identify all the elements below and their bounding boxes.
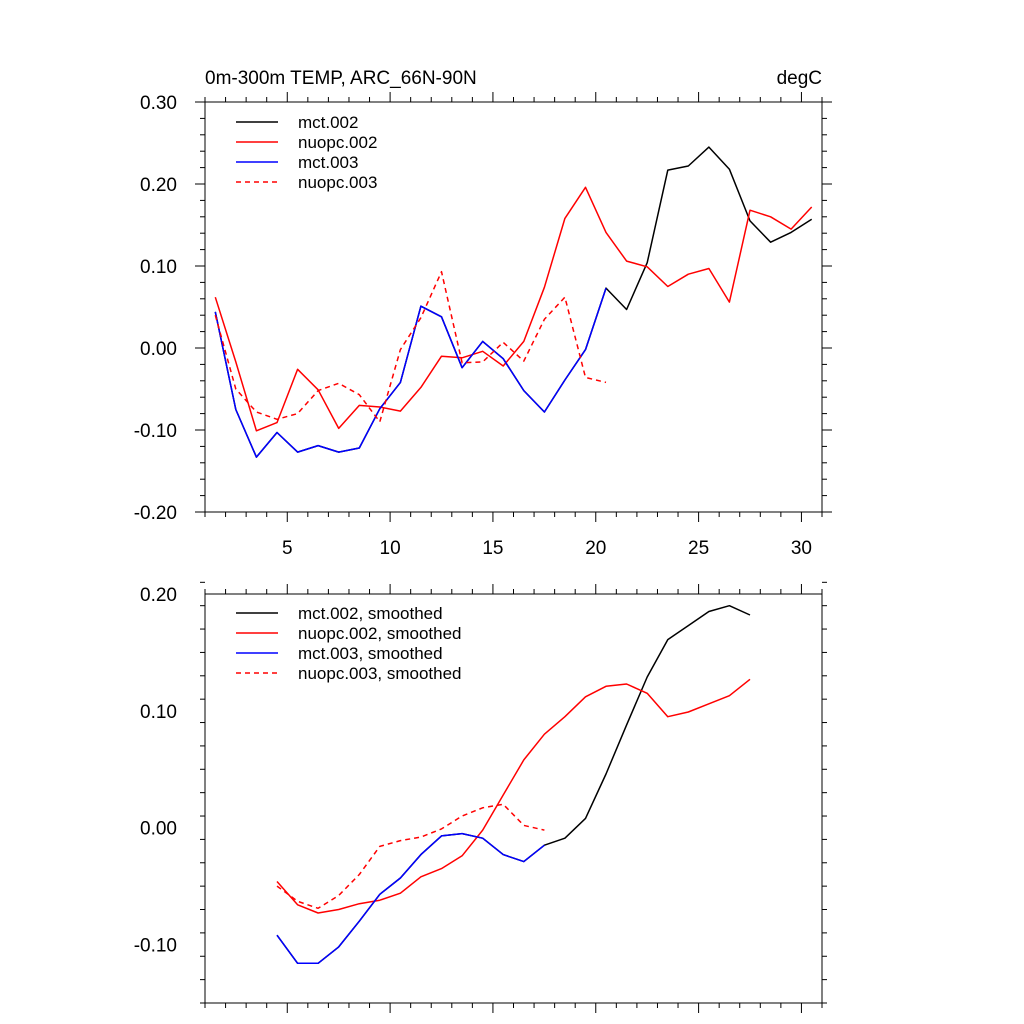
bottom-legend-label: nuopc.003, smoothed bbox=[298, 664, 462, 683]
top-y-tick-label: 0.00 bbox=[140, 339, 177, 360]
top-series-line-3 bbox=[214, 287, 607, 458]
top-legend-label: nuopc.003 bbox=[298, 173, 377, 192]
bottom-legend-label: mct.002, smoothed bbox=[298, 604, 443, 623]
bottom-y-tick-label: 0.00 bbox=[140, 819, 177, 840]
bottom-legend-label: nuopc.002, smoothed bbox=[298, 624, 462, 643]
bottom-series-line-2 bbox=[276, 678, 751, 914]
top-legend-label: nuopc.002 bbox=[298, 133, 377, 152]
top-legend-label: mct.002 bbox=[298, 113, 358, 132]
top-chart-title: 0m-300m TEMP, ARC_66N-90N bbox=[205, 68, 477, 89]
top-x-tick-label: 20 bbox=[585, 538, 606, 559]
bottom-y-tick-label: -0.10 bbox=[134, 936, 177, 957]
top-y-tick-label: 0.30 bbox=[140, 93, 177, 114]
top-legend-label: mct.003 bbox=[298, 153, 358, 172]
top-chart-units: degC bbox=[777, 68, 822, 89]
bottom-y-tick-label: 0.20 bbox=[140, 585, 177, 606]
top-series-line-4 bbox=[214, 270, 607, 423]
bottom-series-line-4 bbox=[276, 803, 545, 910]
top-x-tick-label: 15 bbox=[482, 538, 503, 559]
top-series-line-2 bbox=[214, 186, 813, 432]
top-y-tick-label: 0.20 bbox=[140, 175, 177, 196]
bottom-y-tick-label: 0.10 bbox=[140, 702, 177, 723]
top-x-tick-label: 30 bbox=[791, 538, 812, 559]
top-x-tick-label: 10 bbox=[380, 538, 401, 559]
bottom-series-line-3 bbox=[276, 832, 545, 965]
top-x-tick-label: 5 bbox=[282, 538, 293, 559]
top-x-tick-label: 25 bbox=[688, 538, 709, 559]
top-y-tick-label: 0.10 bbox=[140, 257, 177, 278]
bottom-legend-label: mct.003, smoothed bbox=[298, 644, 443, 663]
top-series-line-1 bbox=[214, 146, 813, 458]
top-chart-panel: 0m-300m TEMP, ARC_66N-90N degC 5 10 15 20 25… bbox=[134, 68, 832, 559]
top-y-tick-label: -0.20 bbox=[134, 503, 177, 524]
top-y-tick-label: -0.10 bbox=[134, 421, 177, 442]
